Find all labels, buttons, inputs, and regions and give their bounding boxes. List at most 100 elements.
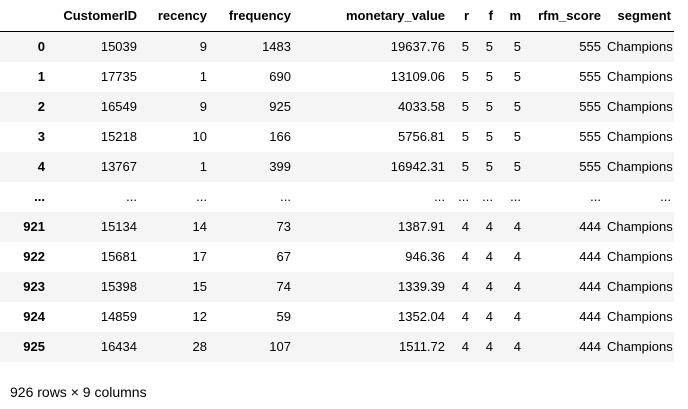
cell-m: 4 — [513, 339, 521, 354]
cell-customerid: 13767 — [100, 159, 137, 174]
cell-recency: 28 — [192, 339, 207, 354]
cell-customerid: 15398 — [100, 279, 137, 294]
cell-r: 4 — [461, 219, 469, 234]
table-row: 921 15134 14 73 1387.91 4 4 4 444 Champions — [0, 212, 674, 242]
cell-frequency: ... — [280, 189, 291, 204]
cell-monetary-value: 1387.91 — [398, 219, 445, 234]
cell-segment: Champions — [607, 279, 673, 294]
cell-f: 4 — [485, 339, 493, 354]
cell-recency: 10 — [192, 129, 207, 144]
cell-customerid: 15681 — [100, 249, 137, 264]
cell-f: 4 — [485, 279, 493, 294]
column-header-frequency: frequency — [210, 0, 294, 32]
cell-rfm-score: 444 — [579, 309, 601, 324]
cell-frequency: 399 — [269, 159, 291, 174]
row-index: 3 — [37, 129, 45, 144]
cell-segment: Champions — [607, 39, 673, 54]
table-row: 3 15218 10 166 5756.81 5 5 5 555 Champions — [0, 122, 674, 152]
cell-f: ... — [482, 189, 493, 204]
cell-segment: Champions — [607, 339, 673, 354]
cell-segment: Champions — [607, 69, 673, 84]
cell-rfm-score: 555 — [579, 129, 601, 144]
row-index: 925 — [23, 339, 45, 354]
cell-monetary-value: 1339.39 — [398, 279, 445, 294]
cell-frequency: 74 — [276, 279, 291, 294]
cell-m: ... — [510, 189, 521, 204]
cell-monetary-value: 4033.58 — [398, 99, 445, 114]
cell-f: 5 — [485, 129, 493, 144]
cell-segment: Champions — [607, 129, 673, 144]
cell-recency: 17 — [192, 249, 207, 264]
cell-segment: Champions — [607, 249, 673, 264]
cell-frequency: 1483 — [262, 39, 291, 54]
row-index: ... — [34, 189, 45, 204]
cell-rfm-score: 555 — [579, 99, 601, 114]
cell-r: ... — [458, 189, 469, 204]
row-index: 1 — [37, 69, 45, 84]
table-row: 924 14859 12 59 1352.04 4 4 4 444 Champions — [0, 302, 674, 332]
cell-m: 4 — [513, 309, 521, 324]
cell-r: 5 — [461, 99, 469, 114]
cell-segment: Champions — [607, 159, 673, 174]
cell-rfm-score: 555 — [579, 39, 601, 54]
column-header-customerid: CustomerID — [48, 0, 140, 32]
cell-m: 5 — [513, 39, 521, 54]
cell-customerid: 15039 — [100, 39, 137, 54]
cell-customerid: 15134 — [100, 219, 137, 234]
table-row: 922 15681 17 67 946.36 4 4 4 444 Champions — [0, 242, 674, 272]
index-header — [0, 0, 48, 32]
row-index: 922 — [23, 249, 45, 264]
cell-recency: 1 — [199, 69, 207, 84]
column-header-r: r — [448, 0, 472, 32]
row-index: 0 — [37, 39, 45, 54]
cell-rfm-score: 444 — [579, 249, 601, 264]
cell-frequency: 73 — [276, 219, 291, 234]
cell-recency: ... — [196, 189, 207, 204]
table-body: 0 15039 9 1483 19637.76 5 5 5 555 Champions 1 17735… — [0, 31, 674, 362]
column-header-rfm-score: rfm_score — [524, 0, 604, 32]
cell-rfm-score: 444 — [579, 339, 601, 354]
cell-monetary-value: 19637.76 — [390, 39, 445, 54]
column-header-m: m — [496, 0, 524, 32]
cell-customerid: ... — [126, 189, 137, 204]
table-header: CustomerID recency frequency monetary_value… — [0, 0, 674, 32]
cell-rfm-score: 444 — [579, 279, 601, 294]
cell-recency: 9 — [199, 99, 207, 114]
cell-monetary-value: 1352.04 — [398, 309, 445, 324]
cell-rfm-score: 555 — [579, 159, 601, 174]
table-row: 0 15039 9 1483 19637.76 5 5 5 555 Champions — [0, 31, 674, 62]
cell-f: 4 — [485, 309, 493, 324]
cell-r: 4 — [461, 279, 469, 294]
cell-frequency: 925 — [269, 99, 291, 114]
cell-r: 4 — [461, 309, 469, 324]
cell-recency: 12 — [192, 309, 207, 324]
cell-r: 5 — [461, 69, 469, 84]
cell-frequency: 166 — [269, 129, 291, 144]
table-row: 925 16434 28 107 1511.72 4 4 4 444 Champions — [0, 332, 674, 362]
cell-customerid: 16549 — [100, 99, 137, 114]
cell-f: 5 — [485, 39, 493, 54]
table-row: 2 16549 9 925 4033.58 5 5 5 555 Champions — [0, 92, 674, 122]
cell-frequency: 59 — [276, 309, 291, 324]
cell-r: 4 — [461, 339, 469, 354]
cell-monetary-value: ... — [434, 189, 445, 204]
shape-summary: 926 rows × 9 columns — [10, 384, 147, 400]
cell-monetary-value: 1511.72 — [398, 339, 445, 354]
row-index: 924 — [23, 309, 45, 324]
cell-m: 5 — [513, 159, 521, 174]
column-header-f: f — [472, 0, 496, 32]
cell-frequency: 107 — [269, 339, 291, 354]
cell-r: 4 — [461, 249, 469, 264]
dataframe-table: CustomerID recency frequency monetary_value… — [0, 0, 674, 362]
cell-monetary-value: 946.36 — [405, 249, 445, 264]
cell-f: 4 — [485, 219, 493, 234]
cell-m: 5 — [513, 99, 521, 114]
cell-customerid: 15218 — [100, 129, 137, 144]
ellipsis-row: .............................. — [0, 182, 674, 212]
cell-segment: Champions — [607, 219, 673, 234]
cell-segment: Champions — [607, 309, 673, 324]
row-index: 921 — [23, 219, 45, 234]
cell-segment: Champions — [607, 99, 673, 114]
cell-recency: 1 — [199, 159, 207, 174]
